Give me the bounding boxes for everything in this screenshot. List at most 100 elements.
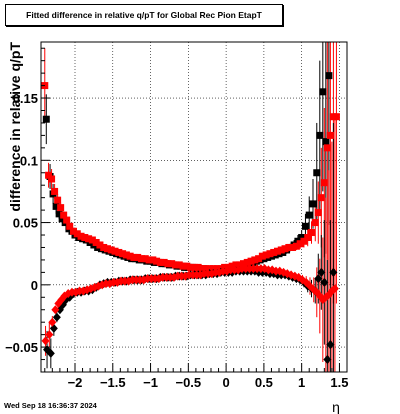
x-tick-labels: −2 −1.5 −1 −0.5 0 0.5 1 1.5 xyxy=(68,375,349,390)
error-bars xyxy=(44,42,337,372)
data-point xyxy=(171,261,179,269)
data-point xyxy=(58,215,66,223)
data-point xyxy=(320,179,328,187)
data-point xyxy=(332,113,340,121)
data-point xyxy=(205,265,213,273)
data-point xyxy=(45,330,54,340)
data-point xyxy=(54,196,62,204)
data-point xyxy=(168,260,176,268)
data-point xyxy=(270,248,278,256)
data-point xyxy=(103,245,111,253)
data-point xyxy=(156,258,164,266)
data-point xyxy=(100,243,108,251)
data-point xyxy=(316,131,324,139)
y-tick-label: 0 xyxy=(31,278,38,293)
data-point xyxy=(304,234,312,242)
data-point xyxy=(317,267,326,277)
data-point xyxy=(313,169,321,177)
data-point xyxy=(52,202,60,210)
grid-lines xyxy=(41,42,347,372)
data-point xyxy=(224,263,232,271)
data-point xyxy=(273,247,281,255)
data-point xyxy=(292,242,300,250)
data-point xyxy=(48,317,57,327)
timestamp: Wed Sep 18 16:36:37 2024 xyxy=(4,401,97,410)
data-point xyxy=(134,253,142,261)
data-point xyxy=(239,260,247,268)
data-point xyxy=(314,274,323,284)
data-point xyxy=(281,245,289,253)
data-point xyxy=(153,257,161,265)
data-point xyxy=(96,241,104,249)
data-point xyxy=(236,261,244,269)
data-point xyxy=(46,348,55,358)
axis-ticks xyxy=(41,47,340,373)
data-point xyxy=(325,72,333,80)
data-point xyxy=(92,238,100,246)
y-tick-label: 0.1 xyxy=(20,153,38,168)
data-point xyxy=(255,255,263,263)
data-point xyxy=(73,230,81,238)
x-tick-label: −2 xyxy=(68,375,83,390)
data-point xyxy=(202,265,210,273)
plot-frame xyxy=(40,41,348,373)
data-point xyxy=(266,250,274,258)
data-point xyxy=(198,265,206,273)
data-point xyxy=(45,171,53,179)
data-markers xyxy=(41,72,340,365)
data-point xyxy=(122,251,130,259)
data-point xyxy=(187,263,195,271)
data-point xyxy=(317,194,325,202)
data-point xyxy=(63,216,71,224)
data-point xyxy=(323,355,332,365)
data-point xyxy=(126,252,134,260)
x-tick-label: −1 xyxy=(143,375,158,390)
data-point xyxy=(247,257,255,265)
x-tick-label: 1.5 xyxy=(330,375,348,390)
y-tick-label: 0.15 xyxy=(13,91,38,106)
data-point xyxy=(141,255,149,263)
data-point xyxy=(213,265,221,273)
data-point xyxy=(329,267,338,277)
data-point xyxy=(228,262,236,270)
data-point xyxy=(323,144,331,152)
data-point xyxy=(300,237,308,245)
data-point xyxy=(298,234,306,242)
data-point xyxy=(85,235,93,243)
data-point xyxy=(305,211,313,219)
data-point xyxy=(322,138,330,146)
data-point xyxy=(49,323,58,333)
data-point xyxy=(175,261,183,269)
data-point xyxy=(194,263,202,271)
y-tick-label: −0.05 xyxy=(5,340,38,355)
data-point xyxy=(289,243,297,251)
data-point xyxy=(262,251,270,259)
data-point xyxy=(145,256,153,264)
x-tick-label: 0.5 xyxy=(255,375,273,390)
data-point xyxy=(42,115,50,123)
data-point xyxy=(81,234,89,242)
data-point xyxy=(51,305,60,315)
data-point xyxy=(48,175,56,183)
data-point xyxy=(301,222,309,230)
data-point xyxy=(307,229,315,237)
data-point xyxy=(69,227,77,235)
x-tick-label: 0 xyxy=(222,375,229,390)
data-point xyxy=(319,88,327,96)
data-point xyxy=(115,248,123,256)
data-point xyxy=(179,262,187,270)
data-point xyxy=(57,204,65,212)
data-point xyxy=(52,312,61,322)
data-point xyxy=(119,250,127,258)
data-point xyxy=(41,336,50,346)
data-point xyxy=(309,200,317,208)
data-point xyxy=(209,265,217,273)
data-point xyxy=(60,211,68,219)
data-point xyxy=(160,258,168,266)
y-tick-labels: −0.05 0 0.05 0.1 0.15 xyxy=(5,91,38,355)
data-point xyxy=(285,243,293,251)
data-point xyxy=(277,246,285,254)
data-point xyxy=(55,210,63,218)
y-tick-label: 0.05 xyxy=(13,216,38,231)
